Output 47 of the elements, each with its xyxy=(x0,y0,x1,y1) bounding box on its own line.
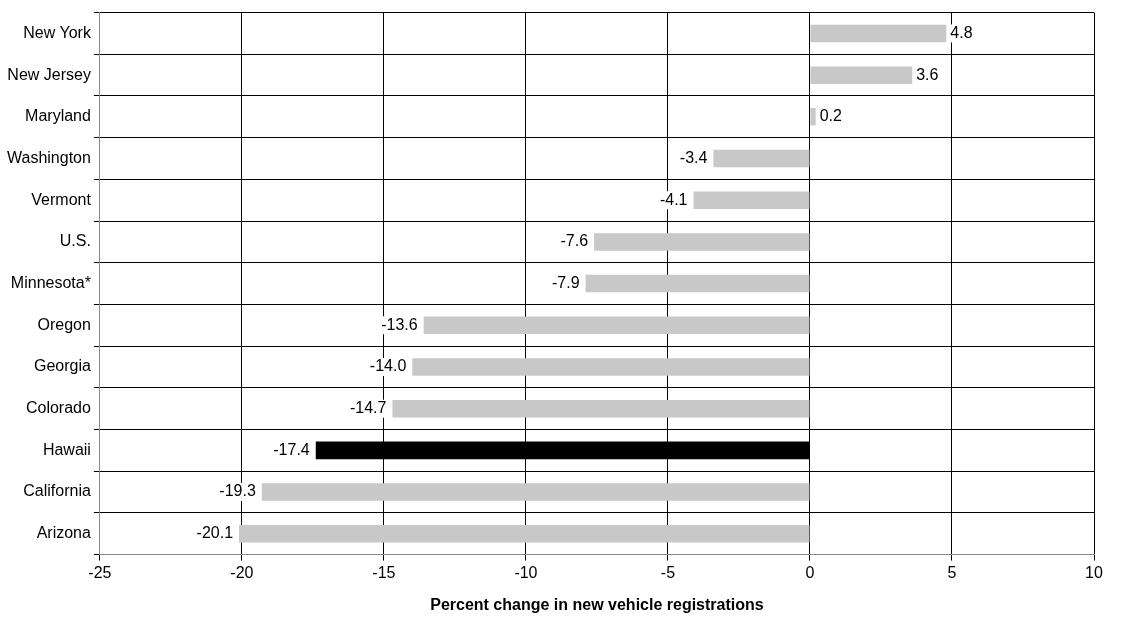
y-tick-label: Vermont xyxy=(31,190,92,208)
data-label: -7.9 xyxy=(552,274,580,292)
data-label: -13.6 xyxy=(381,315,418,333)
bar xyxy=(594,233,810,251)
y-tick-label: Colorado xyxy=(25,399,91,417)
y-tick-label: California xyxy=(23,482,91,500)
data-label: -3.4 xyxy=(679,148,708,166)
y-tick-label: Georgia xyxy=(33,357,91,375)
x-tick-label: 10 xyxy=(1085,563,1103,581)
y-tick-label: New York xyxy=(23,23,92,41)
bar xyxy=(810,24,947,43)
x-tick-label: -25 xyxy=(88,563,112,581)
bar xyxy=(810,66,913,84)
bar xyxy=(810,108,816,126)
data-label: -7.6 xyxy=(560,232,589,250)
y-tick-label: New Jersey xyxy=(7,65,91,83)
bar xyxy=(585,274,810,293)
data-label: -19.3 xyxy=(219,482,256,500)
data-label: -14.7 xyxy=(349,399,387,417)
bar xyxy=(239,525,810,543)
data-label: 3.6 xyxy=(916,65,939,83)
y-tick-label: Hawaii xyxy=(42,440,91,458)
x-tick-label: -10 xyxy=(514,563,538,581)
data-label: -17.4 xyxy=(273,440,310,458)
y-tick-label: Washington xyxy=(6,148,91,166)
x-axis-title: Percent change in new vehicle registrations xyxy=(430,595,764,613)
data-label: -14.0 xyxy=(369,357,407,375)
bar xyxy=(423,316,810,335)
bar xyxy=(261,483,810,501)
data-label: -20.1 xyxy=(196,524,234,542)
x-tick-label: -20 xyxy=(230,563,254,581)
data-label: 0.2 xyxy=(819,107,842,125)
bar xyxy=(412,358,810,376)
bar xyxy=(713,149,810,168)
x-tick-label: 5 xyxy=(947,563,957,581)
data-label: -4.1 xyxy=(659,190,688,208)
x-tick-label: 0 xyxy=(805,563,815,581)
x-tick-label: -15 xyxy=(372,563,396,581)
bar xyxy=(392,399,810,418)
y-tick-label: Arizona xyxy=(36,524,91,542)
y-tick-label: U.S. xyxy=(59,232,91,250)
y-tick-label: Oregon xyxy=(37,315,91,333)
y-tick-label: Maryland xyxy=(25,107,91,125)
x-tick-label: -5 xyxy=(660,563,676,581)
data-label: 4.8 xyxy=(950,23,973,41)
bar xyxy=(693,191,810,209)
y-tick-label: Minnesota* xyxy=(10,274,91,292)
